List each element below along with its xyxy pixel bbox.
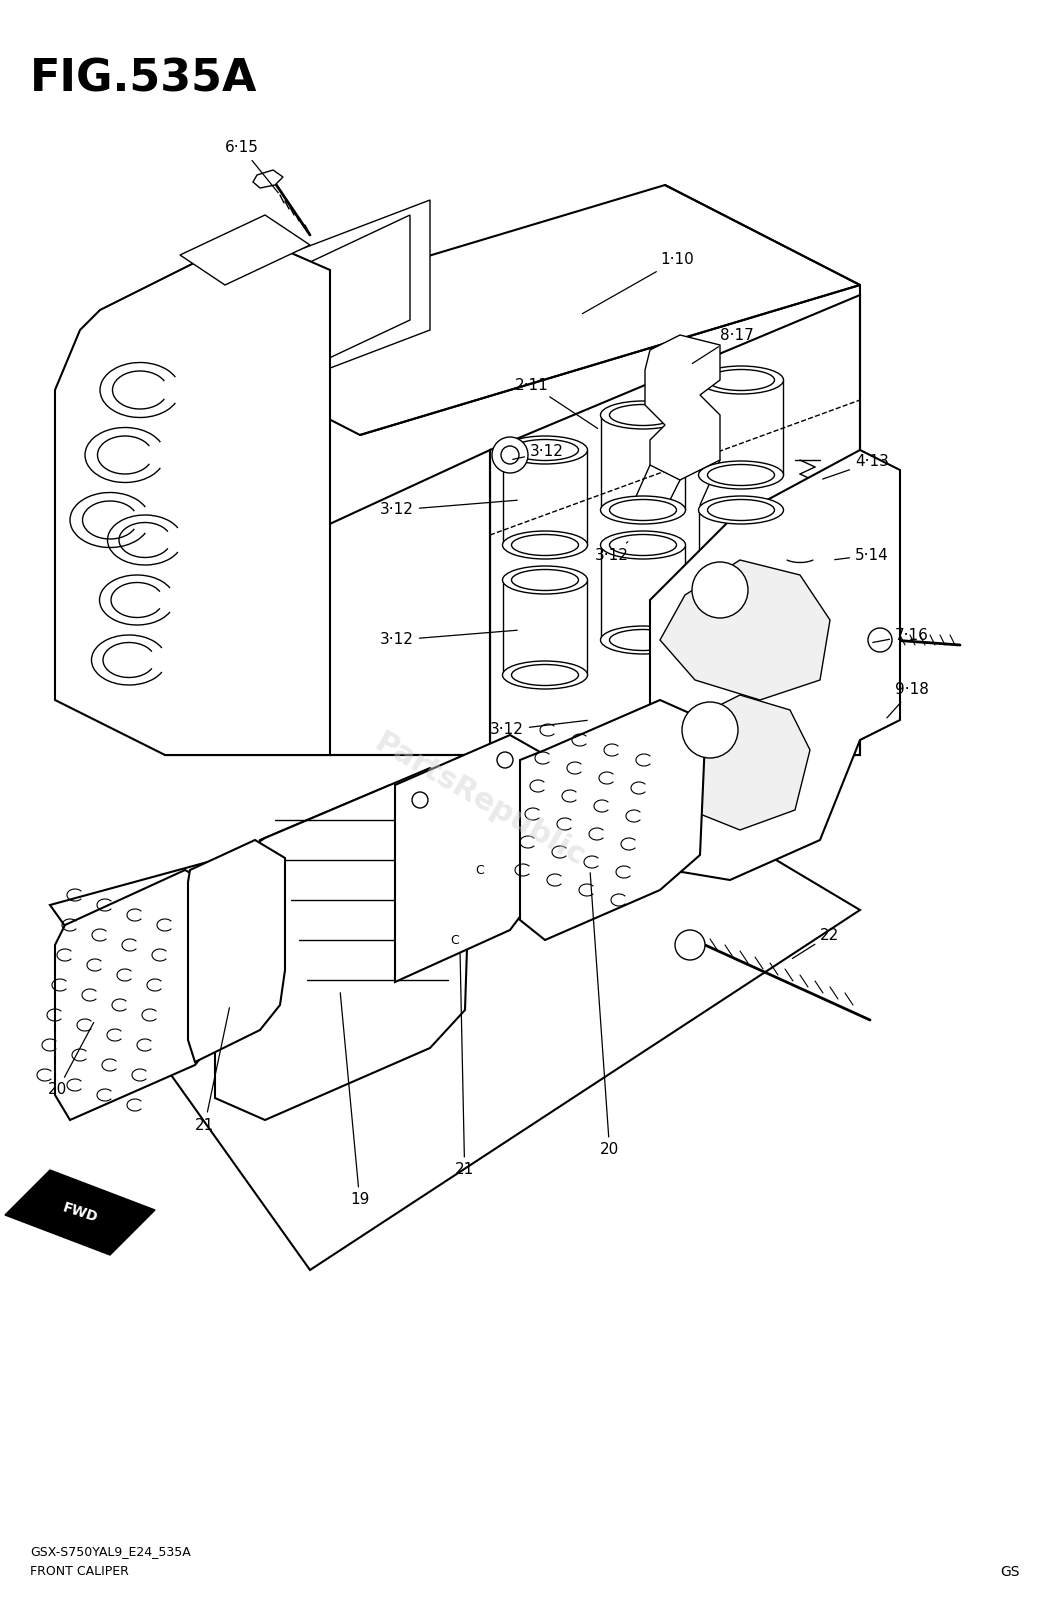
Text: 8·17: 8·17 (692, 328, 753, 363)
Polygon shape (665, 694, 810, 830)
Text: NISSIN: NISSIN (732, 774, 757, 805)
Ellipse shape (503, 435, 587, 464)
Ellipse shape (699, 496, 784, 525)
Text: 3·12: 3·12 (380, 630, 518, 648)
Polygon shape (252, 170, 283, 187)
Polygon shape (650, 450, 901, 880)
Ellipse shape (601, 402, 686, 429)
Text: 3·12: 3·12 (490, 720, 587, 738)
Circle shape (675, 930, 705, 960)
Text: 19: 19 (340, 992, 369, 1208)
Text: 3·12: 3·12 (380, 501, 518, 517)
Text: 1·10: 1·10 (583, 253, 693, 314)
Polygon shape (220, 200, 430, 410)
Circle shape (692, 562, 748, 618)
Polygon shape (188, 840, 285, 1062)
Ellipse shape (708, 595, 774, 616)
Text: PartsRepublic: PartsRepublic (369, 728, 590, 872)
Ellipse shape (601, 626, 686, 654)
Text: 21: 21 (195, 1008, 229, 1133)
Text: 20: 20 (590, 872, 620, 1157)
Polygon shape (520, 701, 705, 939)
Polygon shape (660, 560, 830, 701)
Ellipse shape (708, 370, 774, 390)
Polygon shape (215, 768, 476, 1120)
Circle shape (682, 702, 739, 758)
Ellipse shape (609, 405, 676, 426)
Text: 22: 22 (792, 928, 839, 958)
Circle shape (868, 627, 892, 653)
Ellipse shape (609, 534, 676, 555)
Text: 4·13: 4·13 (823, 454, 889, 478)
Text: 9·18: 9·18 (887, 683, 929, 718)
Ellipse shape (699, 590, 784, 619)
Polygon shape (255, 786, 420, 1005)
Polygon shape (490, 294, 859, 755)
Ellipse shape (511, 570, 579, 590)
Text: FIG.535A: FIG.535A (31, 58, 258, 101)
Text: FWD: FWD (61, 1200, 99, 1226)
Polygon shape (180, 214, 310, 285)
Text: GS: GS (1000, 1565, 1020, 1579)
Polygon shape (165, 186, 859, 435)
Circle shape (412, 792, 428, 808)
Ellipse shape (609, 499, 676, 520)
Circle shape (501, 446, 519, 464)
Polygon shape (240, 214, 410, 400)
Ellipse shape (708, 464, 774, 485)
Text: 3·12: 3·12 (595, 542, 629, 563)
Text: 20: 20 (48, 1022, 94, 1098)
Ellipse shape (511, 440, 579, 461)
Text: C: C (476, 864, 484, 877)
Polygon shape (55, 870, 220, 1120)
Ellipse shape (503, 566, 587, 594)
Ellipse shape (511, 664, 579, 685)
Ellipse shape (503, 531, 587, 558)
Polygon shape (50, 755, 859, 1270)
Circle shape (492, 437, 528, 474)
Ellipse shape (708, 499, 774, 520)
Circle shape (497, 752, 513, 768)
Text: 6·15: 6·15 (225, 141, 278, 194)
Ellipse shape (699, 366, 784, 394)
Text: 5·14: 5·14 (834, 547, 889, 563)
Ellipse shape (601, 496, 686, 525)
Ellipse shape (609, 629, 676, 651)
Polygon shape (5, 1170, 155, 1254)
Ellipse shape (699, 461, 784, 490)
Ellipse shape (601, 531, 686, 558)
Polygon shape (394, 734, 540, 982)
Text: GSX-S750YAL9_E24_535A: GSX-S750YAL9_E24_535A (31, 1546, 190, 1558)
Text: 7·16: 7·16 (873, 627, 929, 643)
Ellipse shape (511, 534, 579, 555)
Ellipse shape (503, 661, 587, 690)
Text: 3·12: 3·12 (512, 445, 564, 459)
Text: 2·11: 2·11 (515, 378, 598, 429)
Polygon shape (55, 235, 330, 755)
Polygon shape (165, 450, 490, 755)
Text: 21: 21 (456, 952, 474, 1178)
Polygon shape (645, 334, 720, 480)
Text: C: C (450, 933, 460, 947)
Text: FRONT CALIPER: FRONT CALIPER (31, 1565, 129, 1578)
